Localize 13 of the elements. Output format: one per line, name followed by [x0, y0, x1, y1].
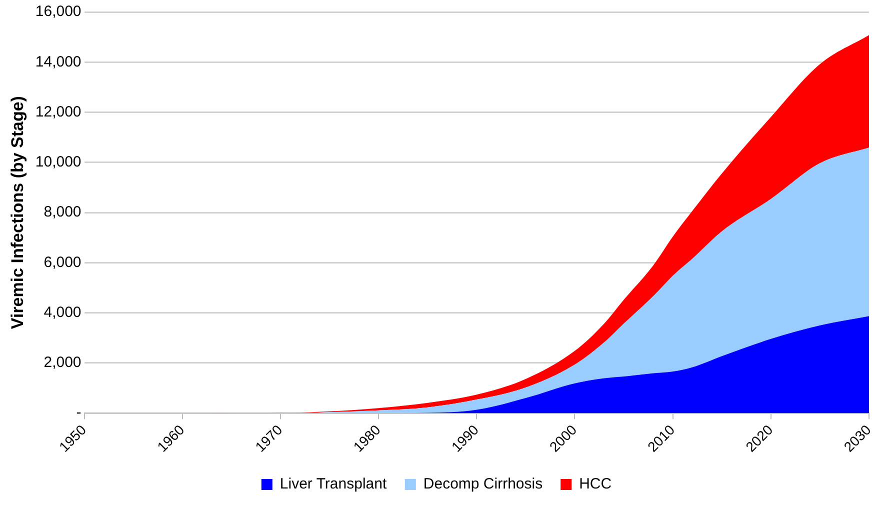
y-tick-label: - — [76, 404, 82, 422]
y-tick-label: 4,000 — [44, 304, 82, 321]
y-tick-label: 6,000 — [44, 254, 82, 271]
y-tick-label: 14,000 — [35, 53, 82, 70]
y-axis-title: Viremic Infections (by Stage) — [8, 96, 27, 330]
legend-label: Decomp Cirrhosis — [423, 476, 543, 493]
y-tick-label: 8,000 — [44, 204, 82, 221]
legend-label: HCC — [579, 476, 612, 493]
y-tick-label: 10,000 — [35, 154, 82, 171]
y-tick-label: 16,000 — [35, 3, 82, 20]
legend-label: Liver Transplant — [280, 476, 388, 493]
y-tick-label: 12,000 — [35, 103, 82, 120]
y-tick-label: 2,000 — [44, 354, 82, 372]
